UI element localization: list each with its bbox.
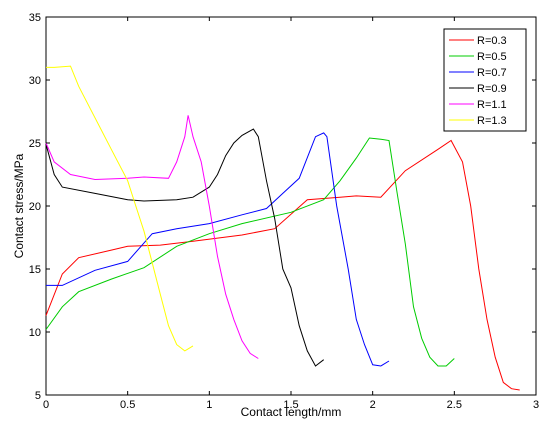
x-tick-label: 2.5 [447,399,462,411]
legend-label: R=0.5 [477,51,507,63]
series-line-r-0-7 [46,132,390,367]
y-tick-label: 25 [29,138,41,150]
y-tick-label: 30 [29,75,41,87]
series-layer [45,65,520,391]
series-line-r-0-5 [45,137,455,367]
x-tick-label: 2 [370,399,376,411]
series-line-r-1-3 [46,65,194,352]
legend: R=0.3 R=0.5 R=0.7 R=0.9 R=1.1 R=1.3 [443,28,527,132]
legend-label: R=1.1 [477,99,507,111]
series-line-r-0-3 [45,139,520,391]
y-tick-label: 15 [29,264,41,276]
x-tick-label: 0 [43,399,49,411]
legend-label: R=1.3 [477,115,507,127]
y-tick-label: 20 [29,201,41,213]
series-line-r-1-1 [45,115,259,359]
x-axis-label: Contact length/mm [241,405,342,419]
y-tick-label: 5 [35,390,41,402]
legend-label: R=0.7 [477,67,507,79]
legend-label: R=0.9 [477,83,507,95]
x-tick-label: 1.5 [283,399,298,411]
legend-box [443,28,527,132]
x-tick-label: 3 [533,399,539,411]
x-tick-label: 1 [206,399,212,411]
x-tick-label: 0.5 [120,399,135,411]
y-tick-label: 35 [29,12,41,24]
y-axis-label: Contact stress/MPa [12,153,26,258]
y-tick-label: 10 [29,327,41,339]
legend-label: R=0.3 [477,35,507,47]
series-line-r-0-9 [45,128,325,367]
